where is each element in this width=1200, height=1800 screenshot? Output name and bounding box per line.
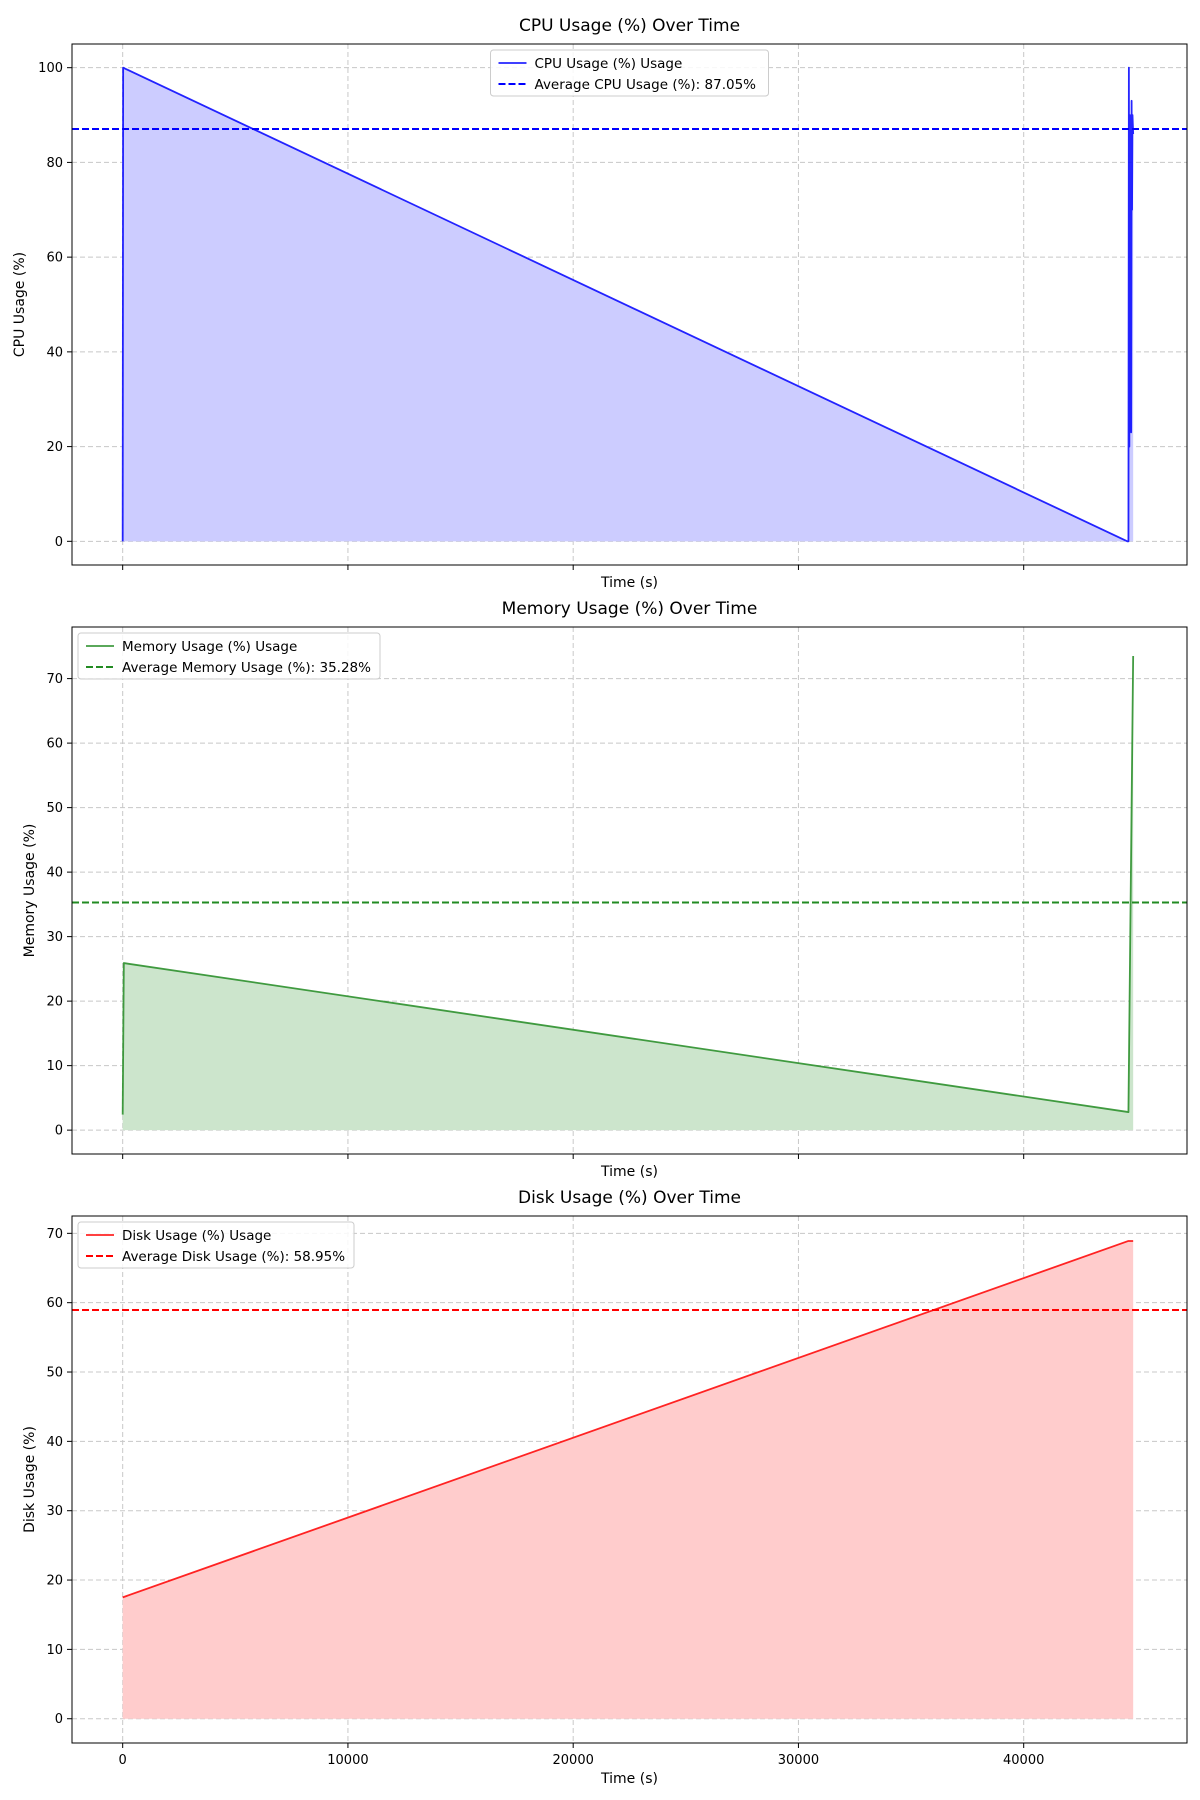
x-tick-label: 40000 <box>1003 1753 1044 1768</box>
plot-frame <box>71 1215 1188 1744</box>
y-tick-label: 10 <box>46 1643 63 1658</box>
series-line <box>121 656 1135 1115</box>
legend-label-series: CPU Usage (%) Usage <box>535 56 683 72</box>
x-axis-label: Time (s) <box>600 575 658 591</box>
x-tick-label: 0 <box>119 1753 127 1768</box>
y-axis-label: CPU Usage (%) <box>12 252 28 357</box>
area-fill <box>122 1240 1134 1719</box>
y-tick-label: 50 <box>46 1366 63 1381</box>
y-tick-label: 60 <box>46 737 63 752</box>
chart-panel-2: 0 10000 20000 30000 40000 0 10 20 30 40 50 60 70 Disk… <box>22 1188 1188 1787</box>
y-tick-label: 80 <box>46 156 63 171</box>
plot-frame <box>71 43 1188 566</box>
y-tick-label: 20 <box>46 440 63 455</box>
y-tick-label: 30 <box>46 930 63 945</box>
chart-title: CPU Usage (%) Over Time <box>519 16 740 36</box>
area-fill <box>122 67 1134 542</box>
y-tick-label: 0 <box>55 535 63 550</box>
y-axis-label: Disk Usage (%) <box>22 1426 38 1533</box>
legend-label-average: Average Disk Usage (%): 58.95% <box>122 1249 345 1265</box>
legend-label-series: Disk Usage (%) Usage <box>122 1228 271 1244</box>
x-axis-label: Time (s) <box>600 1164 658 1180</box>
legend-label-average: Average Memory Usage (%): 35.28% <box>122 660 371 676</box>
plot-frame <box>71 626 1188 1155</box>
legend-label-average: Average CPU Usage (%): 87.05% <box>535 77 757 93</box>
legend: CPU Usage (%) Usage Average CPU Usage (%)… <box>490 49 769 97</box>
y-tick-label: 40 <box>46 1435 63 1450</box>
y-tick-label: 0 <box>55 1124 63 1139</box>
series-line <box>121 66 1135 543</box>
y-tick-label: 40 <box>46 345 63 360</box>
y-tick-label: 70 <box>46 1227 63 1242</box>
legend-box <box>77 632 381 680</box>
y-tick-label: 60 <box>46 1296 63 1311</box>
legend-box <box>490 49 769 97</box>
y-tick-label: 70 <box>46 672 63 687</box>
y-tick-label: 50 <box>46 801 63 816</box>
chart-panel-1: 0 10 20 30 40 50 60 70 Memory Usage (%) Over Tim… <box>22 599 1188 1180</box>
legend: Disk Usage (%) Usage Average Disk Usage (… <box>77 1221 355 1269</box>
y-tick-label: 100 <box>38 61 63 76</box>
y-axis-label: Memory Usage (%) <box>22 824 38 958</box>
chart-panel-0: 0 20 40 60 80 100 CPU Usage (%) Over Time Time … <box>12 16 1188 591</box>
legend: Memory Usage (%) Usage Average Memory Usa… <box>77 632 381 680</box>
chart-title: Memory Usage (%) Over Time <box>502 599 758 619</box>
y-tick-label: 40 <box>46 866 63 881</box>
y-tick-label: 10 <box>46 1059 63 1074</box>
x-tick-label: 10000 <box>327 1753 368 1768</box>
y-tick-label: 60 <box>46 251 63 266</box>
y-tick-label: 20 <box>46 1574 63 1589</box>
y-tick-label: 20 <box>46 995 63 1010</box>
series-line <box>122 1240 1134 1599</box>
legend-box <box>77 1221 355 1269</box>
x-tick-label: 20000 <box>553 1753 594 1768</box>
legend-label-series: Memory Usage (%) Usage <box>122 639 297 655</box>
x-tick-label: 30000 <box>778 1753 819 1768</box>
y-tick-label: 30 <box>46 1504 63 1519</box>
x-axis-label: Time (s) <box>600 1771 658 1787</box>
y-tick-label: 0 <box>55 1712 63 1727</box>
area-fill <box>122 656 1134 1131</box>
chart-title: Disk Usage (%) Over Time <box>518 1188 741 1208</box>
